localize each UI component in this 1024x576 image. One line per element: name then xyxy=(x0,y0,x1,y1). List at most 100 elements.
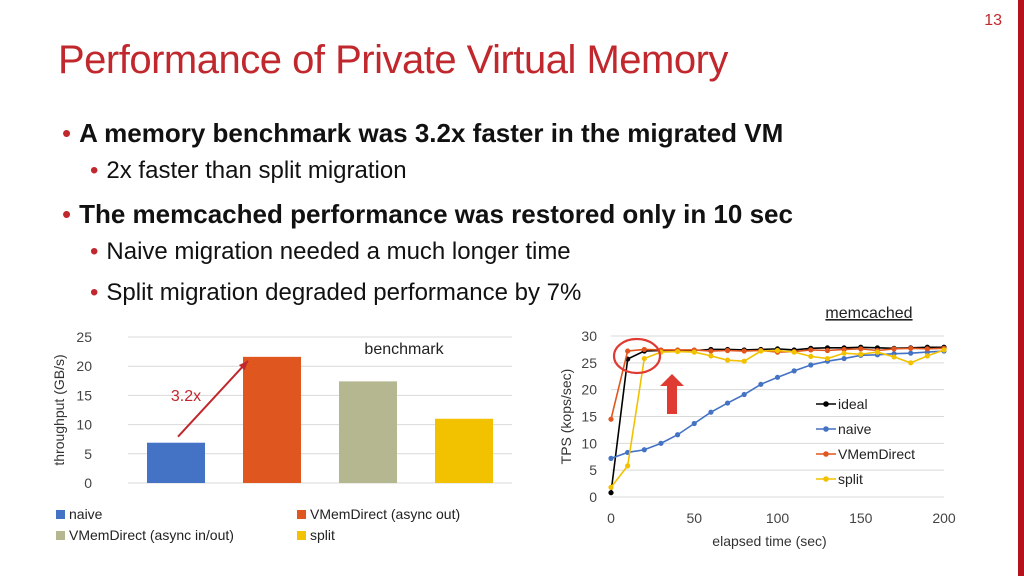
slide-number: 13 xyxy=(984,12,1002,29)
line-y-axis-label: TPS (kops/sec) xyxy=(558,369,574,465)
line-chart-title: memcached xyxy=(825,305,912,322)
line-point-VMemDirect xyxy=(708,348,714,354)
bar-legend-swatch xyxy=(297,510,306,519)
line-series-ideal xyxy=(610,346,944,493)
line-point-split xyxy=(874,349,881,355)
line-series-split xyxy=(610,349,945,488)
line-x-tick-label: 0 xyxy=(607,510,615,526)
line-point-ideal xyxy=(608,490,614,496)
bullet-text: Split migration degraded performance by … xyxy=(106,279,582,306)
line-point-VMemDirect xyxy=(608,416,614,422)
line-point-naive xyxy=(774,374,781,380)
bullet-item: • 2x faster than split migration xyxy=(62,156,982,197)
line-x-axis-label: elapsed time (sec) xyxy=(712,533,826,549)
line-point-VMemDirect xyxy=(625,348,631,354)
line-legend-marker xyxy=(823,451,829,457)
bullet-text: Naive migration needed a much longer tim… xyxy=(106,238,571,265)
bullet-dot-icon: • xyxy=(62,118,72,148)
bar-legend-label: split xyxy=(310,527,335,543)
line-point-naive xyxy=(841,355,847,362)
line-point-VMemDirect xyxy=(641,346,647,353)
line-legend-marker xyxy=(823,426,829,432)
line-point-VMemDirect xyxy=(891,346,897,352)
line-point-naive xyxy=(724,400,731,406)
line-point-naive xyxy=(608,455,614,461)
bar-legend-swatch xyxy=(56,510,65,519)
line-y-tick-label: 0 xyxy=(589,489,597,505)
line-point-naive xyxy=(791,368,797,374)
bullet-item: • Naive migration needed a much longer ti… xyxy=(62,237,982,278)
line-point-naive xyxy=(758,381,764,387)
line-point-naive xyxy=(675,432,681,438)
bullet-list: • A memory benchmark was 3.2x faster in t… xyxy=(62,116,982,319)
up-arrow-icon xyxy=(660,374,684,414)
line-point-VMemDirect xyxy=(808,347,814,353)
line-x-tick-label: 50 xyxy=(686,510,702,526)
line-point-split xyxy=(808,353,814,359)
line-point-split xyxy=(858,351,864,357)
line-y-tick-label: 5 xyxy=(589,462,597,478)
line-point-naive xyxy=(908,350,914,356)
annotation-arrow-head-icon xyxy=(238,360,248,371)
line-legend-marker xyxy=(823,476,829,482)
bullet-text: 2x faster than split migration xyxy=(106,157,407,184)
bar-3 xyxy=(435,418,493,483)
line-x-tick-label: 150 xyxy=(849,510,873,526)
bullet-item: • Split migration degraded performance by… xyxy=(62,278,982,319)
line-point-split xyxy=(741,358,747,364)
line-point-split xyxy=(941,347,947,353)
line-y-tick-label: 20 xyxy=(581,382,597,398)
bar-y-tick-label: 25 xyxy=(76,329,92,345)
line-point-split xyxy=(641,355,647,362)
bar-legend-label: naive xyxy=(69,506,103,522)
bar-y-axis-label: throughput (GB/s) xyxy=(51,354,67,465)
bar-y-tick-label: 5 xyxy=(84,446,92,462)
line-point-naive xyxy=(658,440,664,446)
slide-title: Performance of Private Virtual Memory xyxy=(58,38,728,82)
bar-0 xyxy=(147,442,205,483)
bullet-dot-icon: • xyxy=(62,199,72,229)
line-point-split xyxy=(908,360,914,366)
bar-y-tick-label: 10 xyxy=(76,417,92,433)
line-point-VMemDirect xyxy=(824,347,831,354)
line-point-split xyxy=(675,348,681,355)
line-point-split xyxy=(824,355,831,362)
bullet-item: • The memcached performance was restored … xyxy=(62,197,982,237)
line-point-VMemDirect xyxy=(908,345,914,351)
line-point-split xyxy=(891,354,897,360)
bullet-dot-icon: • xyxy=(90,157,99,184)
bar-1 xyxy=(243,356,301,483)
bullet-item: • A memory benchmark was 3.2x faster in t… xyxy=(62,116,982,156)
line-x-tick-label: 200 xyxy=(932,510,956,526)
bullet-dot-icon: • xyxy=(90,238,99,265)
bullet-text: A memory benchmark was 3.2x faster in th… xyxy=(79,118,784,148)
line-point-naive xyxy=(691,420,697,427)
bar-y-tick-label: 20 xyxy=(76,358,92,374)
line-point-split xyxy=(924,353,930,359)
highlight-circle-icon xyxy=(612,337,662,375)
line-point-split xyxy=(691,349,697,355)
line-point-split xyxy=(758,348,764,354)
right-accent-bar xyxy=(1018,0,1024,576)
line-y-tick-label: 30 xyxy=(581,328,597,344)
line-point-VMemDirect xyxy=(841,346,847,353)
bar-2 xyxy=(339,381,397,483)
bullet-dot-icon: • xyxy=(90,279,99,306)
line-point-naive xyxy=(708,409,714,415)
line-legend-marker xyxy=(823,401,829,407)
bar-legend-label: VMemDirect (async out) xyxy=(310,506,460,522)
line-point-split xyxy=(791,349,797,355)
line-point-VMemDirect xyxy=(741,348,747,354)
line-point-VMemDirect xyxy=(858,346,864,352)
line-point-split xyxy=(841,350,847,356)
line-point-split xyxy=(608,484,614,490)
annotation-arrow-line xyxy=(177,360,249,438)
bar-chart-title: benchmark xyxy=(364,341,444,358)
line-point-VMemDirect xyxy=(724,347,731,354)
line-point-VMemDirect xyxy=(924,346,930,352)
line-y-tick-label: 15 xyxy=(581,409,597,425)
line-y-tick-label: 10 xyxy=(581,435,597,451)
line-legend-label: naive xyxy=(838,421,872,437)
line-point-split xyxy=(625,463,631,469)
